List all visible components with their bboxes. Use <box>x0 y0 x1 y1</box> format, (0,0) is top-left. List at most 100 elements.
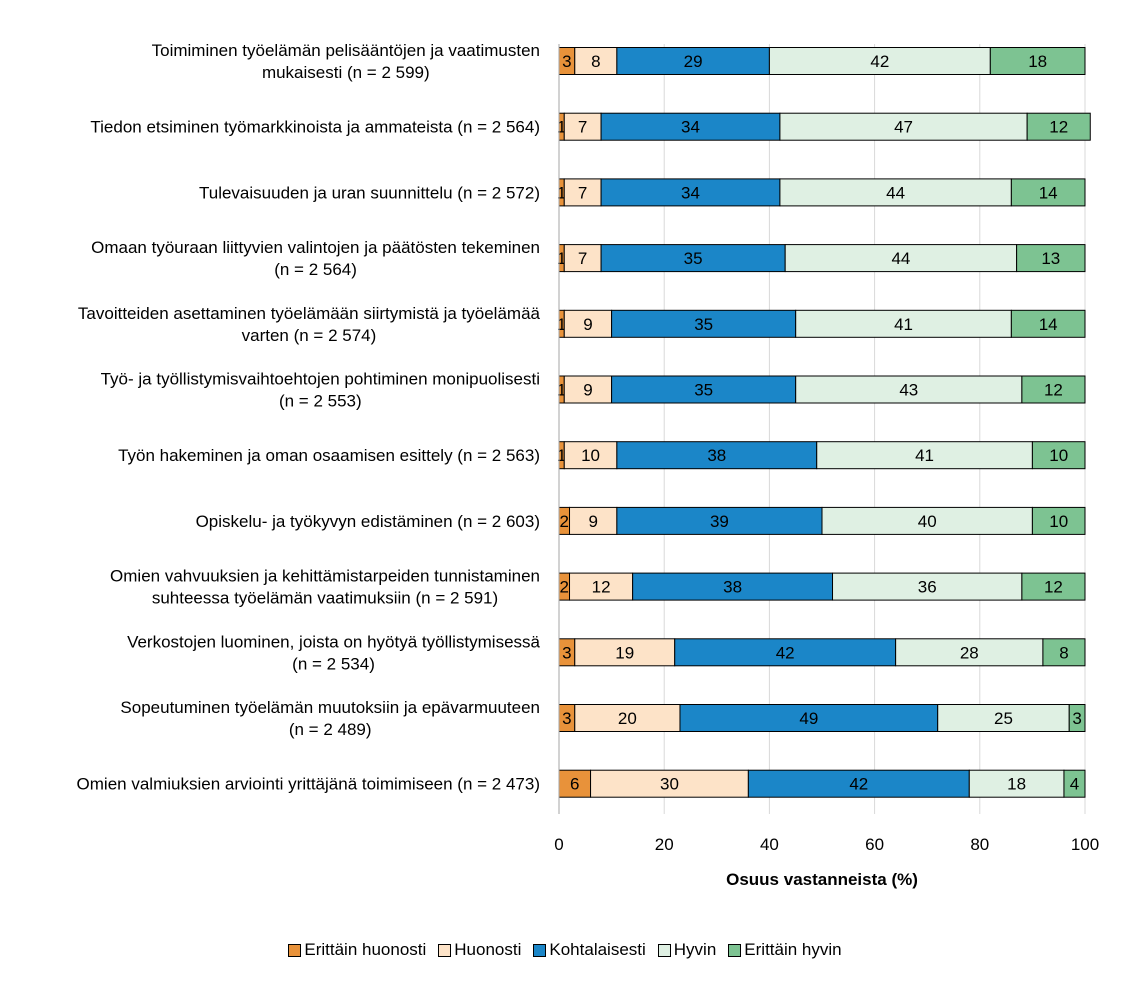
bar-segment <box>632 572 834 601</box>
bar-segment <box>968 769 1065 798</box>
bar-segment <box>779 112 1028 141</box>
legend-label: Hyvin <box>673 940 717 959</box>
data-label: 18 <box>1028 52 1047 71</box>
x-tick-label: 60 <box>865 835 884 854</box>
category-label: varten (n = 2 574) <box>242 326 377 345</box>
bar-segment <box>563 244 602 273</box>
category-label: Toimiminen työelämän pelisääntöjen ja va… <box>152 41 540 60</box>
bar-segment <box>574 47 618 75</box>
data-label: 3 <box>562 709 571 728</box>
legend-swatch <box>288 943 302 957</box>
bar-segment <box>1010 309 1086 338</box>
data-label: 18 <box>1007 775 1026 794</box>
data-label: 39 <box>710 512 729 531</box>
bar-segment <box>616 441 818 470</box>
category-label: (n = 2 489) <box>289 720 372 739</box>
category-label: Tulevaisuuden ja uran suunnittelu (n = 2… <box>199 183 540 202</box>
category-label: mukaisesti (n = 2 599) <box>262 63 430 82</box>
data-label: 3 <box>562 52 571 71</box>
legend-item: Kohtalaisesti <box>533 940 646 960</box>
bar-segment <box>1042 638 1086 667</box>
legend-swatch <box>438 943 452 957</box>
category-label: Työn hakeminen ja oman osaamisen esittel… <box>118 446 540 465</box>
category-label: (n = 2 553) <box>279 392 362 411</box>
data-label: 1 <box>557 446 566 465</box>
bar-segment <box>600 244 786 273</box>
bar-segment <box>569 572 634 601</box>
x-axis-ticks: 0 20 40 60 80 100 <box>554 835 1099 854</box>
bar-segment <box>1021 375 1086 404</box>
bar-segment <box>590 769 749 798</box>
bar-segment <box>1016 244 1086 273</box>
data-label: 35 <box>684 249 703 268</box>
legend-label: Erittäin huonosti <box>304 940 427 959</box>
data-label: 42 <box>870 52 889 71</box>
data-label: 35 <box>694 315 713 334</box>
data-label: 47 <box>894 118 913 137</box>
legend-item: Huonosti <box>438 940 521 960</box>
data-label: 6 <box>570 775 579 794</box>
data-label: 9 <box>583 315 592 334</box>
bars: 3 8 29 42 181 7 34 47 121 7 34 44 141 7 35 44 131 9 35 41 14… <box>557 47 1091 798</box>
bar-segment <box>816 441 1033 470</box>
data-label: 1 <box>557 249 566 268</box>
category-label: suhteessa työelämän vaatimuksiin (n = 2 … <box>152 589 498 608</box>
legend-item: Hyvin <box>657 940 717 960</box>
bar-segment <box>1021 572 1086 601</box>
data-label: 34 <box>681 118 700 137</box>
category-label: Verkostojen luominen, joista on hyötyä t… <box>127 632 540 651</box>
bar-segment <box>563 375 613 404</box>
bar-segment <box>600 178 781 207</box>
bar-segment <box>616 47 770 75</box>
data-label: 12 <box>592 578 611 597</box>
x-tick-label: 80 <box>970 835 989 854</box>
legend-label: Kohtalaisesti <box>549 940 646 959</box>
data-label: 8 <box>1059 643 1068 662</box>
legend-label: Erittäin hyvin <box>744 940 842 959</box>
bar-segment <box>779 178 1012 207</box>
bar-segment <box>674 638 897 667</box>
x-axis-title: Osuus vastanneista (%) <box>726 870 918 889</box>
data-label: 12 <box>1044 381 1063 400</box>
data-label: 38 <box>723 578 742 597</box>
category-labels: Toimiminen työelämän pelisääntöjen ja va… <box>77 41 541 794</box>
bar-segment <box>563 112 602 141</box>
bar-segment <box>569 506 618 535</box>
bar-segment <box>611 375 797 404</box>
legend-label: Huonosti <box>454 940 522 959</box>
data-label: 9 <box>588 512 597 531</box>
data-label: 2 <box>560 512 569 531</box>
data-label: 42 <box>849 775 868 794</box>
data-label: 38 <box>707 446 726 465</box>
bar-segment <box>989 47 1086 75</box>
category-label: Tiedon etsiminen työmarkkinoista ja amma… <box>90 118 540 137</box>
category-label: Opiskelu- ja työkyvyn edistäminen (n = 2… <box>196 512 540 531</box>
legend-item: Erittäin hyvin <box>728 940 842 960</box>
data-label: 44 <box>891 249 910 268</box>
bar-segment <box>600 112 781 141</box>
data-label: 41 <box>915 446 934 465</box>
x-tick-label: 100 <box>1071 835 1099 854</box>
data-label: 41 <box>894 315 913 334</box>
data-label: 40 <box>918 512 937 531</box>
bar-segment <box>1031 506 1086 535</box>
bar-segment <box>563 441 618 470</box>
data-label: 43 <box>899 381 918 400</box>
data-label: 10 <box>581 446 600 465</box>
bar-segment <box>1068 704 1086 732</box>
x-tick-label: 20 <box>655 835 674 854</box>
data-label: 36 <box>918 578 937 597</box>
data-label: 1 <box>557 315 566 334</box>
category-label: Omien valmiuksien arviointi yrittäjänä t… <box>77 775 540 794</box>
category-label: (n = 2 534) <box>292 654 375 673</box>
data-label: 2 <box>560 578 569 597</box>
data-label: 49 <box>799 709 818 728</box>
data-label: 12 <box>1044 578 1063 597</box>
data-label: 10 <box>1049 446 1068 465</box>
bar-segment <box>1031 441 1086 470</box>
data-label: 34 <box>681 183 700 202</box>
data-label: 7 <box>578 118 587 137</box>
bar-segment <box>821 506 1033 535</box>
category-label: Tavoitteiden asettaminen työelämään siir… <box>78 304 541 323</box>
bar-segment <box>1026 112 1091 141</box>
